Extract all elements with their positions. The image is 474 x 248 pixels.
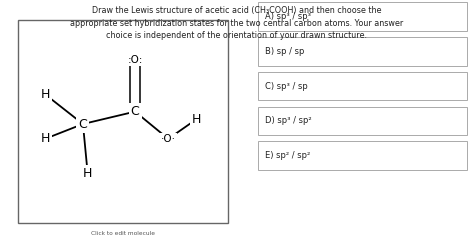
Text: Click to edit molecule: Click to edit molecule — [91, 231, 155, 236]
Text: A) sp³ / sp³: A) sp³ / sp³ — [265, 12, 311, 21]
Text: H: H — [83, 167, 92, 180]
Text: B) sp / sp: B) sp / sp — [265, 47, 305, 56]
Text: H: H — [192, 113, 201, 125]
FancyBboxPatch shape — [258, 141, 467, 170]
Text: C: C — [131, 105, 139, 118]
FancyBboxPatch shape — [258, 72, 467, 100]
Text: D) sp³ / sp²: D) sp³ / sp² — [265, 116, 312, 125]
Text: C) sp³ / sp: C) sp³ / sp — [265, 82, 308, 91]
FancyBboxPatch shape — [258, 2, 467, 31]
Text: H: H — [40, 132, 50, 145]
Text: choice is independent of the orientation of your drawn structure.: choice is independent of the orientation… — [107, 31, 367, 40]
FancyBboxPatch shape — [258, 107, 467, 135]
Text: E) sp² / sp²: E) sp² / sp² — [265, 151, 310, 160]
Text: ·O·: ·O· — [161, 134, 176, 144]
Text: C: C — [79, 118, 87, 130]
Text: appropriate set hybridization states for the two central carbon atoms. Your answ: appropriate set hybridization states for… — [70, 19, 404, 28]
FancyBboxPatch shape — [258, 37, 467, 66]
Text: Draw the Lewis structure of acetic acid (CH₃COOH) and then choose the: Draw the Lewis structure of acetic acid … — [92, 6, 382, 15]
Text: H: H — [40, 88, 50, 101]
FancyBboxPatch shape — [18, 20, 228, 223]
Text: :O:: :O: — [128, 55, 143, 64]
